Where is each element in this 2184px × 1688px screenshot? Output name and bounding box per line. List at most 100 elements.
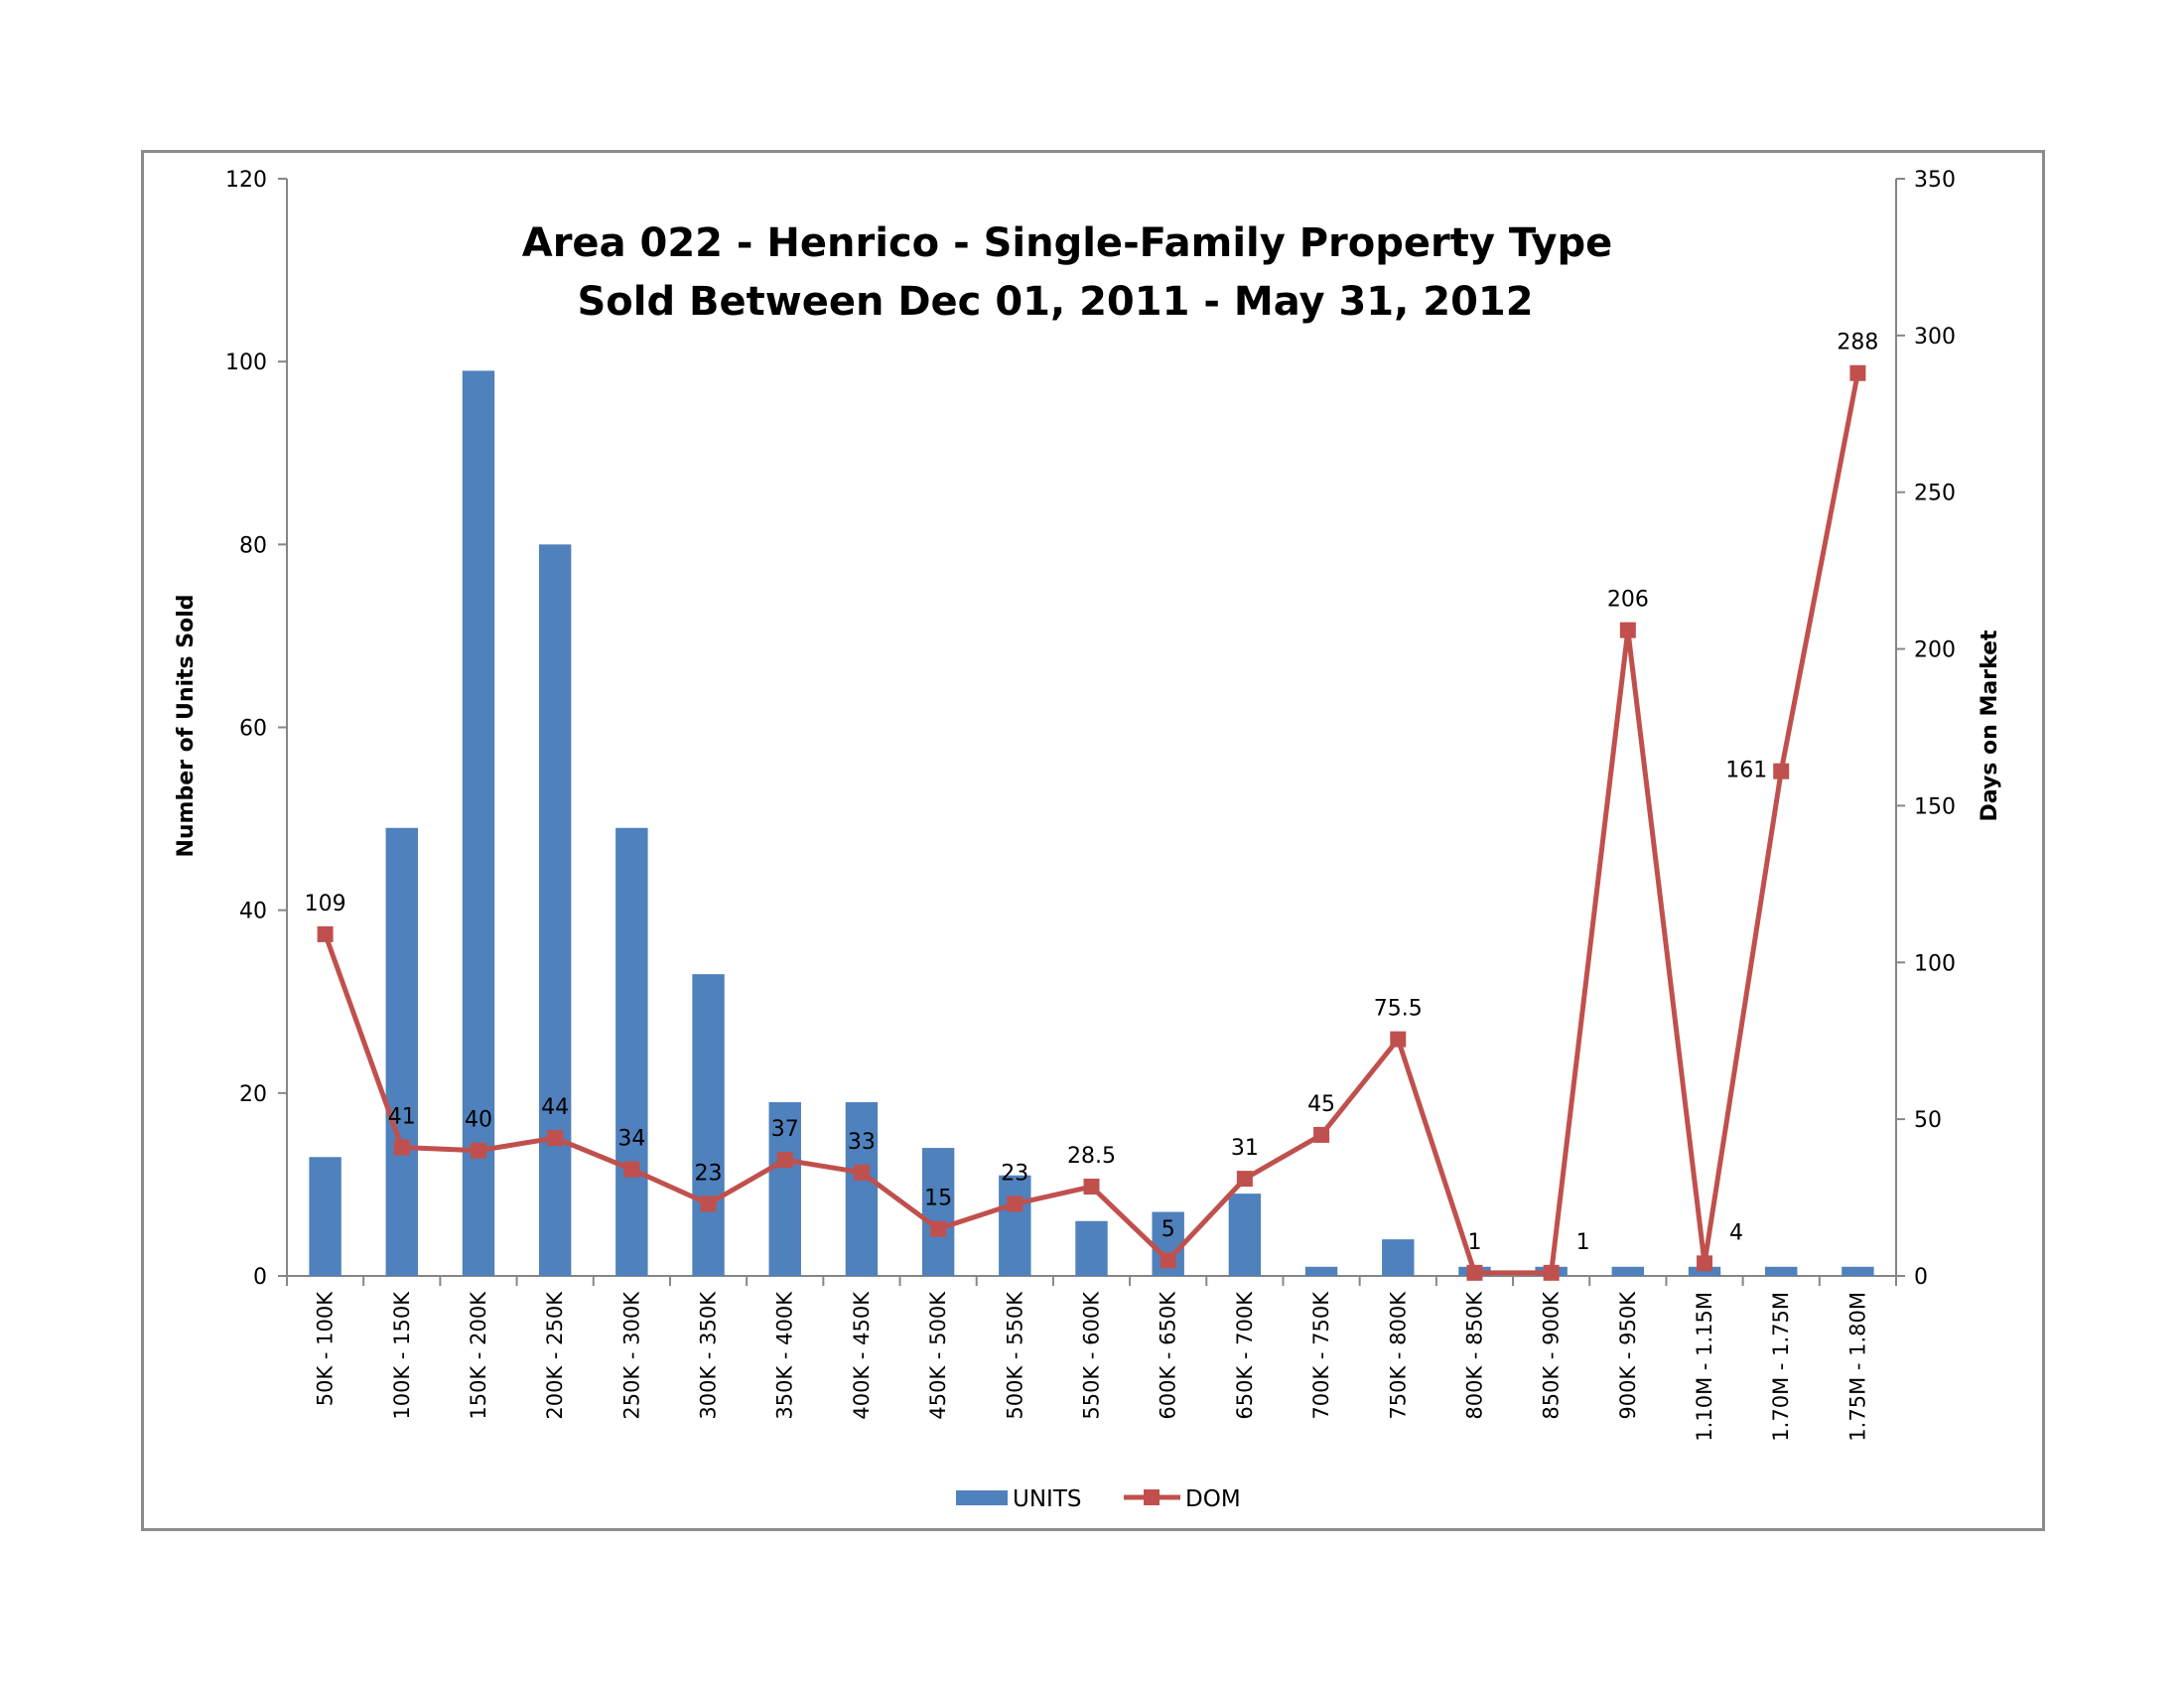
data-label-dom: 45 <box>1307 1092 1335 1117</box>
data-label-dom: 288 <box>1837 331 1878 355</box>
data-label-dom: 44 <box>541 1095 569 1120</box>
point-dom <box>1543 1264 1560 1281</box>
x-category-label: 650K - 700K <box>1233 1291 1257 1420</box>
chart-subtitle: Sold Between Dec 01, 2011 - May 31, 2012 <box>577 279 1533 325</box>
bar-units <box>615 827 648 1276</box>
bar-units <box>1075 1220 1108 1276</box>
y2-tick-label: 200 <box>1914 638 1956 663</box>
x-category-label: 250K - 300K <box>619 1291 643 1420</box>
x-category-label: 50K - 100K <box>314 1291 338 1407</box>
bar-units <box>768 1102 801 1276</box>
bar-units <box>538 544 572 1276</box>
x-category-label: 800K - 850K <box>1462 1291 1486 1420</box>
bar-units <box>462 370 495 1276</box>
legend-label-units: UNITS <box>1013 1486 1081 1512</box>
point-dom <box>470 1142 486 1159</box>
x-category-label: 600K - 650K <box>1157 1291 1180 1420</box>
chart-frame: Area 022 - Henrico - Single-Family Prope… <box>141 150 2045 1531</box>
data-label-dom: 5 <box>1161 1217 1175 1242</box>
data-label-dom: 40 <box>465 1108 492 1133</box>
point-dom <box>776 1152 793 1169</box>
data-label-dom: 23 <box>1001 1161 1028 1186</box>
data-label-dom: 15 <box>924 1187 952 1211</box>
data-label-dom: 75.5 <box>1374 997 1423 1022</box>
data-label-dom: 28.5 <box>1067 1144 1116 1169</box>
bar-units <box>385 827 418 1276</box>
bar-units <box>1382 1239 1415 1276</box>
point-dom <box>1390 1031 1407 1048</box>
y2-tick-label: 150 <box>1914 794 1956 819</box>
point-dom <box>1160 1252 1176 1269</box>
x-category-label: 200K - 250K <box>543 1291 567 1420</box>
y2-tick-label: 300 <box>1914 325 1956 350</box>
bar-units <box>1611 1266 1645 1276</box>
plot-area: 0 20 40 60 80 100 120 0 50 100 150 200 250 300 350 50K … <box>225 168 1956 1442</box>
y2-tick-label: 250 <box>1914 482 1956 506</box>
data-label-dom: 33 <box>848 1130 876 1155</box>
point-dom <box>1313 1126 1330 1143</box>
data-label-dom: 1 <box>1576 1230 1590 1255</box>
y-tick-label: 60 <box>239 717 267 742</box>
x-category-label: 900K - 950K <box>1616 1291 1640 1420</box>
point-dom <box>393 1139 410 1156</box>
bar-units <box>1765 1266 1798 1276</box>
data-label-dom: 23 <box>695 1161 723 1186</box>
y-tick-label: 100 <box>225 351 267 375</box>
point-dom <box>1466 1264 1483 1281</box>
chart-svg: Area 022 - Henrico - Single-Family Prope… <box>174 168 2002 1512</box>
data-label-dom: 34 <box>617 1127 645 1152</box>
legend: UNITS DOM <box>956 1486 1241 1512</box>
bar-units <box>1304 1266 1338 1276</box>
data-label-dom: 109 <box>305 892 346 916</box>
y2-axis-title: Days on Market <box>1978 630 2002 822</box>
x-category-label: 1.10M - 1.15M <box>1693 1292 1716 1442</box>
y2-tick-label: 0 <box>1914 1265 1928 1290</box>
x-category-label: 350K - 400K <box>773 1291 797 1420</box>
legend-swatch-units <box>956 1490 1008 1505</box>
point-dom <box>1083 1179 1100 1196</box>
x-category-label: 550K - 600K <box>1080 1291 1104 1420</box>
y-tick-label: 120 <box>225 168 267 193</box>
x-category-label: 100K - 150K <box>390 1291 414 1420</box>
data-label-dom: 41 <box>388 1105 416 1130</box>
data-label-dom: 31 <box>1231 1136 1259 1161</box>
bar-units <box>309 1157 341 1276</box>
x-category-label: 300K - 350K <box>697 1291 721 1420</box>
point-dom <box>1849 364 1866 381</box>
point-dom <box>700 1196 717 1212</box>
bar-units <box>1842 1266 1874 1276</box>
data-label-dom: 4 <box>1729 1220 1743 1245</box>
bar-units <box>999 1175 1031 1276</box>
x-category-label: 1.75M - 1.80M <box>1845 1292 1869 1442</box>
x-category-label: 750K - 800K <box>1386 1291 1410 1420</box>
data-label-dom: 1 <box>1467 1230 1481 1255</box>
point-dom <box>1773 763 1790 779</box>
point-dom <box>853 1164 870 1181</box>
point-dom <box>1007 1196 1024 1212</box>
chart-title-group: Area 022 - Henrico - Single-Family Prope… <box>522 220 1613 325</box>
y-tick-label: 20 <box>239 1082 267 1107</box>
x-category-label: 400K - 450K <box>850 1291 874 1420</box>
y-tick-label: 0 <box>253 1265 267 1290</box>
point-dom <box>623 1161 640 1178</box>
y2-tick-label: 100 <box>1914 951 1956 976</box>
x-category-label: 150K - 200K <box>467 1291 490 1420</box>
chart-title: Area 022 - Henrico - Single-Family Prope… <box>522 220 1613 266</box>
x-category-label: 850K - 900K <box>1540 1291 1564 1420</box>
point-dom <box>930 1220 947 1237</box>
bar-units <box>845 1102 879 1276</box>
x-category-label: 700K - 750K <box>1309 1291 1333 1420</box>
legend-label-dom: DOM <box>1185 1486 1241 1512</box>
x-category-label: 500K - 550K <box>1003 1291 1026 1420</box>
y-tick-label: 80 <box>239 533 267 558</box>
bar-units <box>921 1148 955 1276</box>
x-category-label: 1.70M - 1.75M <box>1769 1292 1793 1442</box>
point-dom <box>1619 622 1636 638</box>
bar-units <box>692 974 725 1276</box>
legend-marker-dom <box>1144 1489 1160 1505</box>
y-axis-title: Number of Units Sold <box>174 594 199 857</box>
bar-units <box>1688 1266 1721 1276</box>
bar-units <box>1228 1194 1262 1276</box>
y2-tick-label: 350 <box>1914 168 1956 193</box>
y-tick-label: 40 <box>239 900 267 924</box>
